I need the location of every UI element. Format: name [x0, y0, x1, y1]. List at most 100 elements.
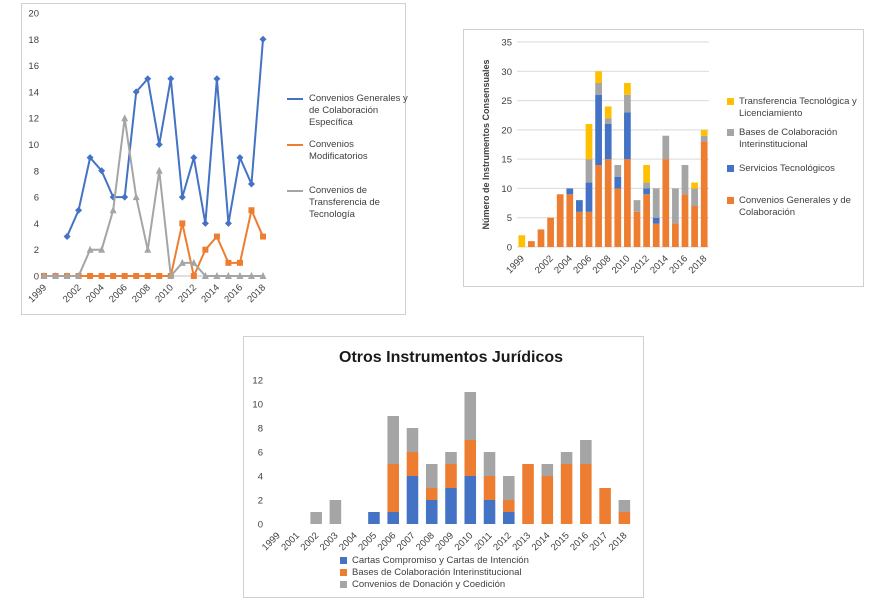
bar-segment — [310, 512, 322, 524]
y-tick-label: 35 — [501, 38, 512, 49]
series-line — [44, 118, 263, 279]
x-tick-label: 2006 — [571, 253, 594, 276]
x-tick-label: 2012 — [176, 282, 199, 305]
bar-segment — [576, 200, 583, 212]
bar-segment — [643, 188, 650, 195]
data-point — [87, 273, 94, 279]
bar-segment — [614, 176, 622, 189]
bar-segment — [604, 124, 612, 160]
legend-swatch — [727, 197, 734, 204]
bar-segment — [681, 165, 689, 195]
bar-segment — [691, 182, 698, 189]
otros-instrumentos-panel: Otros Instrumentos Jurídicos 0 2 4 6 8 10 12 19… — [243, 336, 644, 598]
bar-segment — [503, 512, 515, 524]
bar-segment — [652, 223, 660, 247]
legend-label: Convenios Generales y de Colaboración — [739, 195, 851, 218]
bar-segment — [599, 488, 611, 524]
data-point — [178, 193, 186, 201]
y-tick-label: 4 — [34, 219, 39, 230]
y-tick-label: 6 — [258, 448, 263, 459]
bar-segment — [387, 512, 399, 524]
x-tick-label: 2005 — [356, 530, 379, 553]
legend-label: Bases de Colaboración Interinstitucional — [739, 127, 838, 150]
bar-segment — [681, 194, 689, 247]
legend-item: Cartas Compromiso y Cartas de Intención — [340, 555, 612, 567]
x-tick-label: 2016 — [222, 282, 245, 305]
bar-segment — [691, 206, 698, 247]
y-tick-label: 20 — [501, 125, 512, 136]
data-point — [86, 154, 94, 162]
data-point — [144, 245, 152, 253]
bar-segment — [368, 512, 380, 524]
data-point — [167, 272, 175, 279]
x-tick-label: 2002 — [299, 530, 322, 553]
bar-segment — [576, 211, 583, 247]
bar-segment — [483, 500, 496, 524]
x-tick-label: 2010 — [610, 253, 633, 276]
y-tick-label: 25 — [501, 96, 512, 107]
x-tick-label: 2008 — [591, 253, 614, 276]
bar-segment — [672, 188, 679, 224]
data-point — [247, 180, 255, 188]
y-tick-label: 18 — [28, 35, 39, 46]
bar-segment — [595, 94, 602, 165]
data-point — [247, 272, 255, 279]
bar-segment — [585, 182, 593, 212]
x-tick-label: 2018 — [687, 253, 710, 276]
data-point — [260, 233, 266, 240]
data-point — [98, 273, 105, 279]
x-tick-label: 2002 — [61, 282, 84, 305]
bar-segment — [503, 500, 515, 512]
bar-segment — [643, 165, 650, 183]
data-point — [248, 207, 255, 214]
y-tick-label: 6 — [34, 193, 39, 204]
bar-segment — [547, 217, 554, 247]
series-line — [44, 207, 264, 280]
legend-label: Cartas Compromiso y Cartas de Intención — [352, 555, 529, 566]
x-tick-label: 2017 — [587, 530, 610, 553]
data-point — [259, 35, 267, 43]
data-point — [213, 75, 221, 83]
bar-segment — [445, 464, 457, 488]
y-tick-label: 2 — [34, 245, 39, 256]
x-tick-label: 1999 — [26, 282, 49, 305]
data-point — [40, 272, 48, 279]
legend-label: Servicios Tecnológicos — [739, 163, 835, 174]
legend-item: Convenios de Donación y Coedición — [340, 579, 612, 591]
bar-segment — [595, 165, 602, 247]
bar-segment — [624, 94, 631, 113]
x-tick-label: 2006 — [107, 282, 130, 305]
data-point — [213, 272, 221, 279]
bar-segment — [464, 392, 477, 440]
legend-swatch — [340, 581, 347, 588]
x-tick-label: 2015 — [549, 530, 572, 553]
bar-segment — [566, 194, 574, 247]
x-tick-label: 2012 — [629, 253, 652, 276]
data-point — [144, 273, 151, 279]
legend-item: Servicios Tecnológicos — [727, 163, 864, 175]
data-point — [133, 273, 140, 279]
bar-segment — [537, 229, 545, 247]
data-point — [202, 246, 209, 253]
data-point — [75, 272, 83, 279]
y-tick-label: 12 — [28, 114, 39, 125]
data-point — [86, 245, 94, 253]
y-tick-label: 5 — [507, 213, 512, 224]
data-point — [179, 220, 186, 227]
bar-segment — [425, 464, 438, 488]
x-tick-label: 2010 — [453, 530, 476, 553]
data-point — [98, 245, 106, 253]
y-axis-label: Número de Instrumentos Consensuales — [481, 59, 491, 229]
data-point — [224, 272, 232, 279]
bar-segment — [503, 476, 515, 500]
bar-segment — [560, 464, 573, 524]
x-tick-label: 2014 — [530, 530, 553, 553]
data-point — [144, 75, 152, 83]
bar-segment — [585, 124, 593, 160]
data-point — [201, 219, 209, 227]
bar-segment — [595, 71, 602, 83]
data-point — [110, 273, 117, 279]
legend-item: Convenios Generales y de Colaboración — [727, 195, 864, 219]
otros-instrumentos-chart: 0246810121999200120022003200420052006200… — [252, 376, 631, 553]
